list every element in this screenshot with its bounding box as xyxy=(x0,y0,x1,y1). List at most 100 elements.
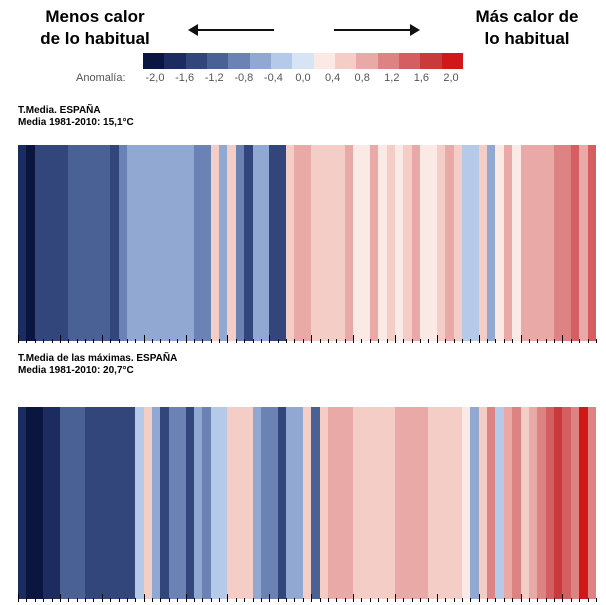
year-tick xyxy=(227,335,229,343)
scale-tick-label: -0,4 xyxy=(263,72,283,84)
chart-2-title: T.Media de las máximas. ESPAÑA xyxy=(18,353,178,364)
year-tick xyxy=(152,339,154,343)
year-tick xyxy=(403,598,405,602)
year-tick xyxy=(244,598,246,602)
year-tick xyxy=(353,594,355,602)
year-stripe xyxy=(487,407,496,599)
year-tick xyxy=(420,339,422,343)
year-tick xyxy=(587,598,589,602)
scale-swatch xyxy=(185,53,207,69)
year-stripe xyxy=(302,145,312,341)
year-stripe xyxy=(51,407,60,599)
cooler-than-usual-label: Menos calor de lo habitual xyxy=(0,6,190,50)
year-stripe xyxy=(135,145,144,341)
year-tick xyxy=(193,598,195,602)
year-tick xyxy=(202,598,204,602)
year-stripe xyxy=(369,145,379,341)
year-stripe xyxy=(378,407,387,599)
year-stripe xyxy=(436,145,446,341)
arrow-right-icon xyxy=(334,24,420,36)
year-stripe xyxy=(495,145,504,341)
year-stripe xyxy=(101,407,111,599)
year-stripe xyxy=(43,407,52,599)
year-stripe xyxy=(411,407,420,599)
cooler-line-2: de lo habitual xyxy=(40,29,150,48)
year-stripe xyxy=(537,407,546,599)
year-tick xyxy=(252,339,254,343)
year-stripe xyxy=(478,407,487,599)
year-tick xyxy=(319,598,321,602)
year-tick xyxy=(461,339,463,343)
year-stripe xyxy=(453,145,462,341)
year-stripe xyxy=(260,145,270,341)
year-tick xyxy=(369,598,371,602)
year-tick xyxy=(294,339,296,343)
year-tick xyxy=(143,594,145,602)
year-tick xyxy=(394,335,396,343)
year-tick xyxy=(311,335,313,343)
year-stripe xyxy=(160,145,169,341)
year-tick xyxy=(302,598,304,602)
year-tick xyxy=(51,339,53,343)
year-tick xyxy=(160,598,162,602)
year-stripe xyxy=(193,145,203,341)
year-stripe xyxy=(537,145,546,341)
scale-swatch xyxy=(313,53,335,69)
year-tick xyxy=(554,598,556,602)
chart-1-year-axis xyxy=(18,333,597,343)
year-tick xyxy=(570,339,572,343)
year-stripe xyxy=(545,407,554,599)
year-tick xyxy=(436,335,438,343)
year-tick xyxy=(562,335,564,343)
year-tick xyxy=(453,598,455,602)
year-stripe xyxy=(277,407,286,599)
year-stripe xyxy=(110,407,119,599)
year-stripe xyxy=(336,145,345,341)
year-tick xyxy=(85,598,86,602)
year-stripe xyxy=(570,407,580,599)
year-tick xyxy=(177,339,179,343)
year-stripe xyxy=(394,145,404,341)
year-tick xyxy=(18,335,19,343)
year-stripe xyxy=(302,407,312,599)
mean-temperature-stripes xyxy=(18,145,596,341)
year-tick xyxy=(428,598,430,602)
year-tick xyxy=(135,339,137,343)
year-tick xyxy=(152,598,154,602)
year-tick xyxy=(436,594,438,602)
year-tick xyxy=(579,598,581,602)
year-stripe xyxy=(168,145,178,341)
scale-tick-label: 1,6 xyxy=(413,72,430,84)
year-tick xyxy=(420,598,422,602)
year-tick xyxy=(411,598,413,602)
year-stripe xyxy=(26,145,35,341)
year-stripe xyxy=(193,407,203,599)
year-stripe xyxy=(528,145,538,341)
year-tick xyxy=(537,598,539,602)
year-stripe xyxy=(185,407,194,599)
year-stripe xyxy=(244,145,253,341)
year-stripe xyxy=(85,145,94,341)
year-tick xyxy=(260,339,262,343)
year-tick xyxy=(260,598,262,602)
year-stripe xyxy=(277,145,286,341)
year-stripe xyxy=(411,145,420,341)
year-tick xyxy=(118,598,120,602)
year-stripe xyxy=(394,407,404,599)
year-stripe xyxy=(51,145,60,341)
year-tick xyxy=(579,339,581,343)
year-tick xyxy=(369,339,371,343)
year-tick xyxy=(596,598,597,602)
year-tick xyxy=(51,598,53,602)
year-stripe xyxy=(93,145,102,341)
scale-tick-label: 2,0 xyxy=(443,72,459,84)
year-tick xyxy=(110,598,112,602)
year-tick xyxy=(185,335,187,343)
year-stripe xyxy=(545,145,554,341)
scale-swatch xyxy=(249,53,271,69)
year-stripe xyxy=(143,145,152,341)
year-stripe xyxy=(34,407,44,599)
year-stripe xyxy=(512,407,521,599)
warmer-line-2: lo habitual xyxy=(484,29,570,48)
year-tick xyxy=(101,335,103,343)
